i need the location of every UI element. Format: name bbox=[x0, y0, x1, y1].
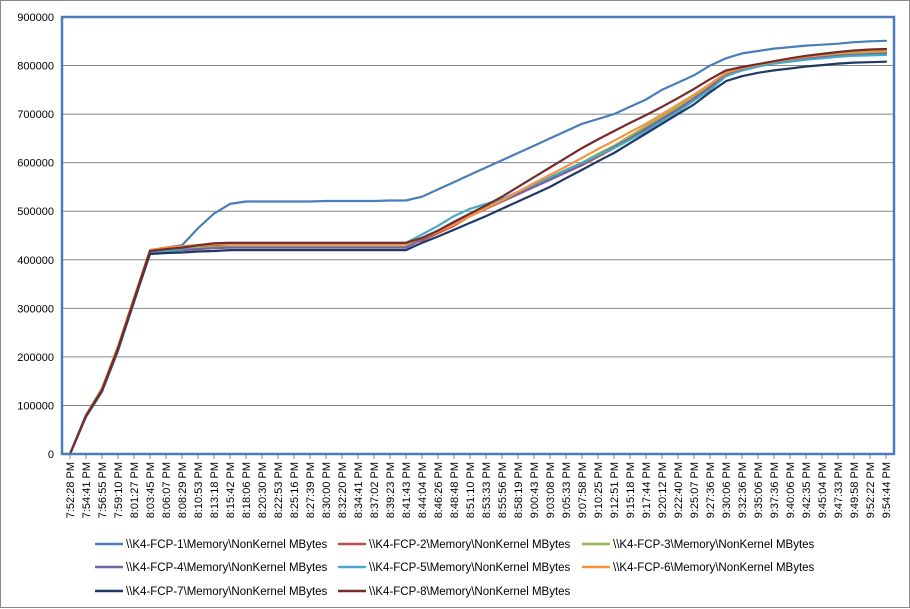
legend-label: \\K4-FCP-8\Memory\NonKernel MBytes bbox=[369, 586, 571, 598]
y-tick-label: 100000 bbox=[17, 400, 54, 412]
series-line-8 bbox=[68, 47, 888, 456]
x-tick-label: 9:49:58 PM bbox=[849, 462, 861, 518]
series-line-2 bbox=[68, 51, 888, 456]
x-tick-label: 9:47:33 PM bbox=[833, 462, 845, 518]
x-tick-label: 8:55:56 PM bbox=[497, 462, 509, 518]
series-line-1 bbox=[68, 39, 888, 456]
x-axis-ticks: 7:52:28 PM 7:54:41 PM 7:56:55 PM 7:59:10 PM… bbox=[65, 454, 893, 518]
y-tick-label: 200000 bbox=[17, 352, 54, 364]
x-tick-label: 7:59:10 PM bbox=[113, 462, 125, 518]
x-tick-label: 8:37:02 PM bbox=[369, 462, 381, 518]
x-tick-label: 9:52:22 PM bbox=[865, 462, 877, 518]
x-tick-label: 9:40:06 PM bbox=[785, 462, 797, 518]
y-axis-ticks: 0 100000 200000 300000 400000 500000 600000 700… bbox=[17, 12, 54, 461]
legend-item-3: \\K4-FCP-3\Memory\NonKernel MBytes bbox=[582, 539, 815, 551]
x-tick-label: 9:37:36 PM bbox=[769, 462, 781, 518]
legend-label: \\K4-FCP-2\Memory\NonKernel MBytes bbox=[369, 539, 571, 551]
x-tick-label: 9:03:08 PM bbox=[545, 462, 557, 518]
x-tick-label: 8:08:29 PM bbox=[177, 462, 189, 518]
y-tick-label: 0 bbox=[48, 449, 54, 461]
x-tick-label: 9:05:33 PM bbox=[561, 462, 573, 518]
legend-item-8: \\K4-FCP-8\Memory\NonKernel MBytes bbox=[338, 586, 571, 598]
x-tick-label: 8:20:30 PM bbox=[257, 462, 269, 518]
x-tick-label: 8:53:33 PM bbox=[481, 462, 493, 518]
legend-item-1: \\K4-FCP-1\Memory\NonKernel MBytes bbox=[95, 539, 328, 551]
x-tick-label: 7:56:55 PM bbox=[97, 462, 109, 518]
x-tick-label: 8:41:43 PM bbox=[401, 462, 413, 518]
x-tick-label: 8:51:10 PM bbox=[465, 462, 477, 518]
gridlines bbox=[62, 16, 894, 455]
y-tick-label: 400000 bbox=[17, 255, 54, 267]
x-tick-label: 9:15:18 PM bbox=[625, 462, 637, 518]
x-tick-label: 8:13:18 PM bbox=[209, 462, 221, 518]
x-tick-label: 8:27:39 PM bbox=[305, 462, 317, 518]
y-tick-label: 300000 bbox=[17, 303, 54, 315]
x-tick-label: 9:32:36 PM bbox=[737, 462, 749, 518]
legend: \\K4-FCP-1\Memory\NonKernel MBytes \\K4-F… bbox=[95, 539, 815, 598]
x-tick-label: 8:18:06 PM bbox=[241, 462, 253, 518]
x-tick-label: 8:25:16 PM bbox=[289, 462, 301, 518]
x-tick-label: 8:06:07 PM bbox=[161, 462, 173, 518]
legend-label: \\K4-FCP-7\Memory\NonKernel MBytes bbox=[126, 586, 328, 598]
x-tick-label: 9:17:44 PM bbox=[641, 462, 653, 518]
y-tick-label: 500000 bbox=[17, 206, 54, 218]
x-tick-label: 8:58:19 PM bbox=[513, 462, 525, 518]
legend-item-2: \\K4-FCP-2\Memory\NonKernel MBytes bbox=[338, 539, 571, 551]
x-tick-label: 9:07:58 PM bbox=[577, 462, 589, 518]
x-tick-label: 7:54:41 PM bbox=[81, 462, 93, 518]
x-tick-label: 9:10:25 PM bbox=[593, 462, 605, 518]
x-tick-label: 9:54:44 PM bbox=[881, 462, 893, 518]
x-tick-label: 8:34:41 PM bbox=[353, 462, 365, 518]
y-tick-label: 600000 bbox=[17, 158, 54, 170]
x-tick-label: 8:46:26 PM bbox=[433, 462, 445, 518]
x-tick-label: 8:39:23 PM bbox=[385, 462, 397, 518]
x-tick-label: 9:45:04 PM bbox=[817, 462, 829, 518]
x-tick-label: 9:25:07 PM bbox=[689, 462, 701, 518]
legend-label: \\K4-FCP-6\Memory\NonKernel MBytes bbox=[613, 562, 815, 574]
x-tick-label: 9:12:51 PM bbox=[609, 462, 621, 518]
legend-label: \\K4-FCP-1\Memory\NonKernel MBytes bbox=[126, 539, 328, 551]
x-tick-label: 8:15:42 PM bbox=[225, 462, 237, 518]
x-tick-label: 9:35:06 PM bbox=[753, 462, 765, 518]
x-tick-label: 9:42:35 PM bbox=[801, 462, 813, 518]
x-tick-label: 8:22:53 PM bbox=[273, 462, 285, 518]
legend-label: \\K4-FCP-4\Memory\NonKernel MBytes bbox=[126, 562, 328, 574]
series-line-7 bbox=[68, 60, 888, 456]
x-tick-label: 9:30:06 PM bbox=[721, 462, 733, 518]
x-tick-label: 9:00:43 PM bbox=[529, 462, 541, 518]
y-tick-label: 800000 bbox=[17, 61, 54, 73]
x-tick-label: 8:48:48 PM bbox=[449, 462, 461, 518]
series-line-5 bbox=[68, 53, 888, 456]
legend-item-6: \\K4-FCP-6\Memory\NonKernel MBytes bbox=[582, 562, 815, 574]
y-tick-label: 900000 bbox=[17, 12, 54, 24]
series-lines bbox=[68, 39, 888, 456]
x-tick-label: 8:30:00 PM bbox=[321, 462, 333, 518]
x-tick-label: 9:20:12 PM bbox=[657, 462, 669, 518]
y-tick-label: 700000 bbox=[17, 109, 54, 121]
x-tick-label: 8:32:20 PM bbox=[337, 462, 349, 518]
legend-label: \\K4-FCP-5\Memory\NonKernel MBytes bbox=[369, 562, 571, 574]
x-tick-label: 9:22:40 PM bbox=[673, 462, 685, 518]
x-tick-label: 8:10:53 PM bbox=[193, 462, 205, 518]
x-tick-label: 8:01:27 PM bbox=[129, 462, 141, 518]
x-tick-label: 7:52:28 PM bbox=[65, 462, 77, 518]
x-tick-label: 8:03:45 PM bbox=[145, 462, 157, 518]
legend-item-7: \\K4-FCP-7\Memory\NonKernel MBytes bbox=[95, 586, 328, 598]
x-tick-label: 9:27:36 PM bbox=[705, 462, 717, 518]
legend-item-5: \\K4-FCP-5\Memory\NonKernel MBytes bbox=[338, 562, 571, 574]
legend-label: \\K4-FCP-3\Memory\NonKernel MBytes bbox=[613, 539, 815, 551]
x-tick-label: 8:44:04 PM bbox=[417, 462, 429, 518]
plot-area-border bbox=[60, 15, 896, 456]
legend-item-4: \\K4-FCP-4\Memory\NonKernel MBytes bbox=[95, 562, 328, 574]
